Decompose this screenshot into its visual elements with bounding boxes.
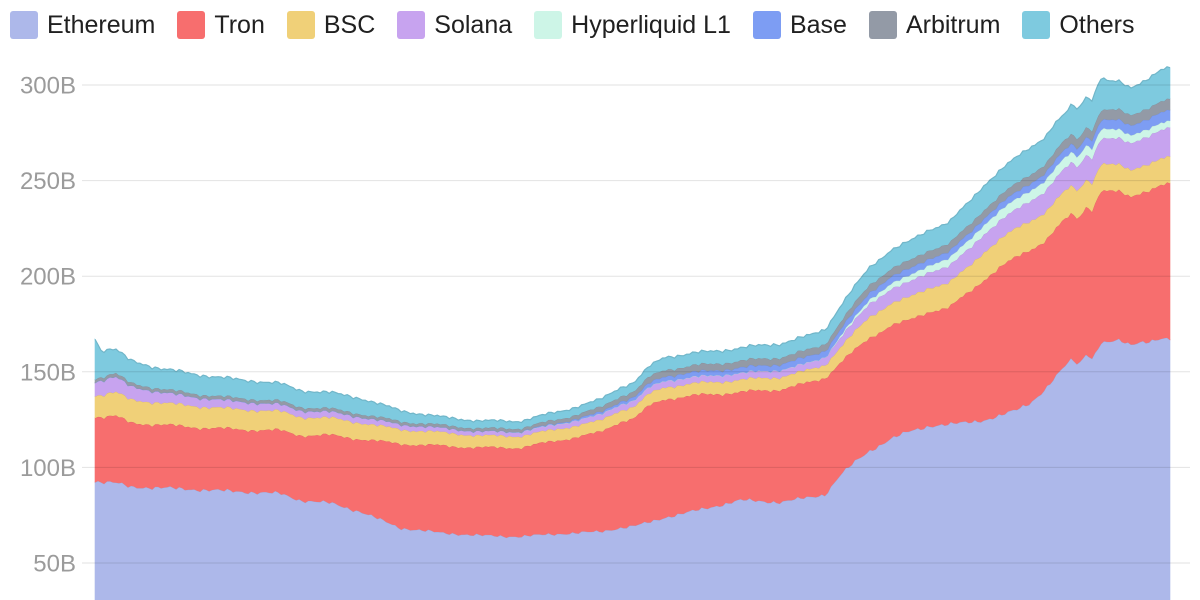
legend-label: Tron: [214, 10, 265, 39]
area-top-edge-others: [94, 66, 1171, 424]
legend-label: Arbitrum: [905, 10, 1001, 39]
legend-item-tron[interactable]: Tron: [177, 10, 265, 39]
legend-swatch: [177, 11, 206, 39]
legend-swatch: [1022, 11, 1051, 39]
legend-label: Ethereum: [47, 10, 156, 39]
legend-swatch: [752, 11, 781, 39]
legend-label: BSC: [323, 10, 376, 39]
legend-label: Base: [789, 10, 847, 39]
legend-item-others[interactable]: Others: [1022, 11, 1134, 39]
legend-item-base[interactable]: Base: [752, 10, 847, 39]
y-axis-label-100B: 100B: [20, 455, 76, 482]
legend-label: Hyperliquid L1: [571, 10, 731, 39]
y-axis-label-50B: 50B: [33, 551, 76, 578]
legend-swatch: [868, 11, 897, 39]
legend-swatch: [534, 11, 563, 39]
legend-label: Others: [1059, 10, 1135, 39]
y-axis-labels: 300B 250B 200B 150B 100B 50B: [20, 73, 76, 578]
y-axis-label-150B: 150B: [20, 359, 76, 386]
area-series-group: [94, 66, 1171, 600]
gridlines: [82, 84, 1190, 564]
legend-item-hyperliquid-l1[interactable]: Hyperliquid L1: [534, 11, 731, 39]
legend-swatch: [397, 11, 426, 39]
legend-item-ethereum[interactable]: Ethereum: [10, 11, 155, 39]
legend-swatch: [286, 11, 315, 39]
y-axis-label-250B: 250B: [20, 168, 76, 195]
y-axis-label-300B: 300B: [20, 73, 76, 100]
legend-swatch: [10, 11, 38, 39]
chart-legend: Ethereum Tron BSC Solana Hyperliquid L1 Base A…: [10, 11, 1134, 39]
legend-item-solana[interactable]: Solana: [397, 11, 512, 39]
legend-label: Solana: [434, 10, 513, 39]
legend-item-bsc[interactable]: BSC: [286, 10, 376, 39]
y-axis-label-200B: 200B: [20, 264, 76, 291]
legend-item-arbitrum[interactable]: Arbitrum: [868, 10, 1001, 39]
